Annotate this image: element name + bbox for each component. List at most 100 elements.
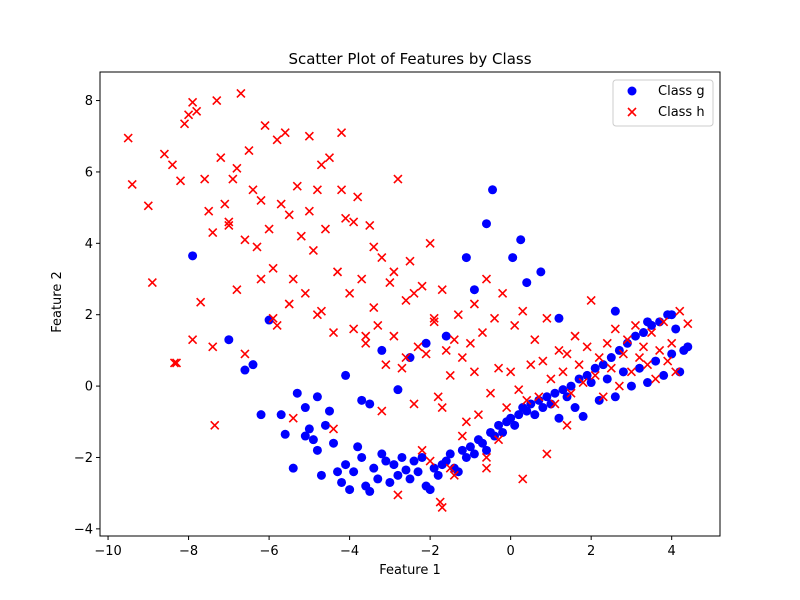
class-h-point <box>586 295 596 305</box>
class-h-point <box>373 320 383 330</box>
class-h-point <box>618 349 628 359</box>
class-g-point <box>639 328 649 338</box>
x-axis-label: Feature 1 <box>379 563 441 578</box>
legend-label-class-g: Class g <box>658 84 705 99</box>
class-h-point <box>336 128 347 138</box>
class-h-point <box>159 149 169 159</box>
class-g-point <box>349 467 359 477</box>
class-h-point <box>542 449 552 459</box>
class-h-point <box>554 345 564 355</box>
class-h-point <box>469 367 479 377</box>
class-h-point <box>224 220 234 231</box>
class-h-point <box>538 356 548 366</box>
class-h-point <box>284 210 294 220</box>
class-h-point <box>381 360 391 370</box>
class-h-point <box>200 174 210 184</box>
class-h-point <box>558 367 568 377</box>
class-h-point <box>147 278 157 288</box>
class-g-point <box>554 313 564 323</box>
class-h-point <box>542 313 552 323</box>
class-h-point <box>240 349 250 359</box>
class-g-point <box>441 456 451 466</box>
class-h-point <box>123 133 133 143</box>
class-h-point <box>477 327 488 338</box>
class-h-point <box>663 356 673 366</box>
class-h-point <box>518 474 528 484</box>
class-g-point <box>329 438 339 448</box>
class-h-point <box>510 320 520 330</box>
class-h-point <box>514 385 524 395</box>
class-h-point <box>349 324 359 334</box>
class-h-point <box>518 306 528 316</box>
class-h-point <box>602 338 612 348</box>
class-h-point <box>570 331 580 341</box>
class-h-point <box>461 417 471 427</box>
class-h-point <box>421 349 431 359</box>
class-g-point <box>385 477 395 487</box>
class-g-point <box>516 235 526 245</box>
y-tick-label: 4 <box>85 237 93 252</box>
class-h-point <box>175 176 186 186</box>
class-g-point <box>405 474 415 484</box>
class-g-point <box>494 420 504 430</box>
class-g-point <box>300 431 310 441</box>
class-g-point <box>671 324 681 334</box>
class-g-point <box>610 392 620 402</box>
class-h-point <box>332 267 343 277</box>
class-h-point <box>256 274 266 284</box>
class-g-point <box>582 370 592 380</box>
class-h-point <box>401 352 411 363</box>
class-h-point <box>598 392 608 402</box>
class-h-point <box>357 274 367 284</box>
class-h-point <box>614 381 624 391</box>
class-g-point <box>634 363 644 373</box>
class-g-point <box>618 367 628 377</box>
class-g-point <box>445 449 455 459</box>
class-h-point <box>634 352 645 363</box>
class-h-point <box>385 278 395 288</box>
x-axis: −10 −8 −6 −4 −2 0 2 4 <box>94 536 676 559</box>
class-h-point <box>272 320 282 330</box>
class-h-point <box>220 199 230 209</box>
class-h-point <box>204 206 214 216</box>
class-h-point <box>304 206 314 216</box>
class-h-point <box>353 192 363 202</box>
class-g-point <box>429 463 439 473</box>
class-g-point <box>469 285 479 295</box>
class-h-point <box>562 420 572 430</box>
class-g-point <box>586 378 596 388</box>
x-tick-label: −2 <box>421 544 440 559</box>
class-h-point <box>437 285 447 295</box>
class-g-point <box>590 363 600 373</box>
class-g-point <box>465 442 475 452</box>
class-g-point <box>304 424 314 434</box>
class-g-point <box>667 310 677 320</box>
class-g-point <box>550 388 560 398</box>
y-axis: −4 −2 0 2 4 6 8 <box>74 94 100 537</box>
class-g-point <box>558 385 568 395</box>
class-h-point <box>489 313 500 323</box>
class-h-point <box>171 358 182 368</box>
class-h-point <box>435 497 445 507</box>
class-g-point <box>353 442 363 452</box>
legend-marker-class-h <box>627 107 637 117</box>
class-h-point <box>328 327 339 338</box>
class-g-point <box>421 338 431 348</box>
class-h-point <box>345 288 355 298</box>
class-h-point <box>236 88 246 98</box>
x-tick-label: 4 <box>668 544 676 559</box>
class-h-point <box>369 242 379 252</box>
class-h-point <box>610 324 620 334</box>
class-h-point <box>320 224 331 234</box>
class-h-points <box>123 88 693 513</box>
class-h-point <box>494 363 504 373</box>
class-h-point <box>252 242 262 252</box>
class-h-point <box>312 185 322 195</box>
plot-frame <box>99 71 721 537</box>
class-g-point <box>341 460 351 470</box>
class-g-point <box>433 470 443 480</box>
class-g-point <box>630 331 640 341</box>
class-g-point <box>659 370 669 380</box>
class-h-point <box>626 367 636 377</box>
class-g-point <box>312 392 322 402</box>
